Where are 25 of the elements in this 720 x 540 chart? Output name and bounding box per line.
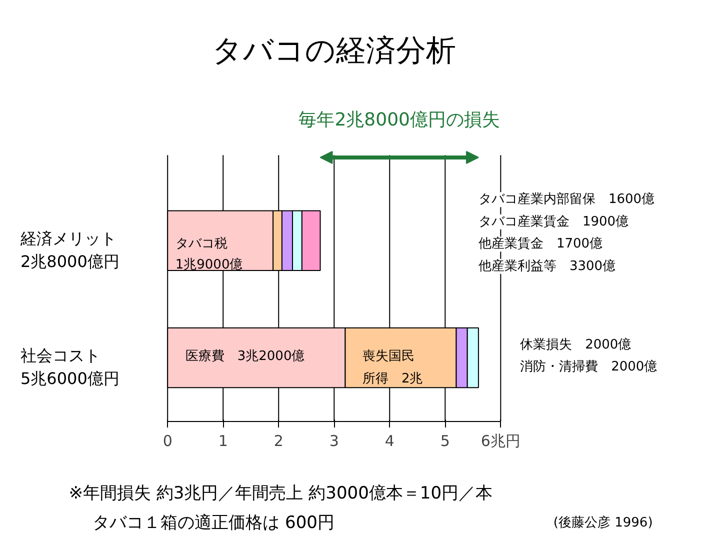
text: 消防・清掃費 2000億 <box>520 360 658 375</box>
y-tick-label: 経済メリット 2兆8000億円 <box>19 229 120 271</box>
y-tick-label: 社会コスト 5兆6000億円 <box>20 346 120 388</box>
chart-title: タバコの経済分析 <box>212 33 456 68</box>
x-tick-label: 1 <box>218 432 228 450</box>
text: ※年間損失 約3兆円／年間売上 約3000億本＝10円／本 <box>68 484 493 504</box>
x-tick-label: 2 <box>274 432 284 450</box>
annotation: タバコ産業賃金 1900億 <box>478 213 629 230</box>
x-tick-label: 5 <box>440 432 450 450</box>
text: 毎年2兆8000億円の損失 <box>298 109 500 130</box>
text: (後藤公彦 1996) <box>553 514 653 530</box>
x-tick-label: 6兆円 <box>480 432 520 450</box>
x-tick-label: 0 <box>162 432 172 450</box>
text: タバコ１箱の適正価格は 600円 <box>92 512 335 533</box>
annotation: 医療費 3兆2000億 <box>185 349 305 364</box>
annotation: 喪失国民 <box>362 349 414 364</box>
x-tick-label: 4 <box>384 432 394 450</box>
text: 休業損失 2000億 <box>520 337 632 352</box>
annotation: 他産業賃金 1700億 <box>478 236 603 252</box>
annotation: タバコ税 <box>175 236 228 252</box>
annotation: 所得 2兆 <box>362 371 423 386</box>
x-tick-label: 3 <box>329 432 339 450</box>
annotation: 他産業利益等 3300億 <box>478 258 616 274</box>
annotation: 1兆9000億 <box>175 258 243 273</box>
annotation: タバコ産業内部留保 1600億 <box>478 191 655 208</box>
